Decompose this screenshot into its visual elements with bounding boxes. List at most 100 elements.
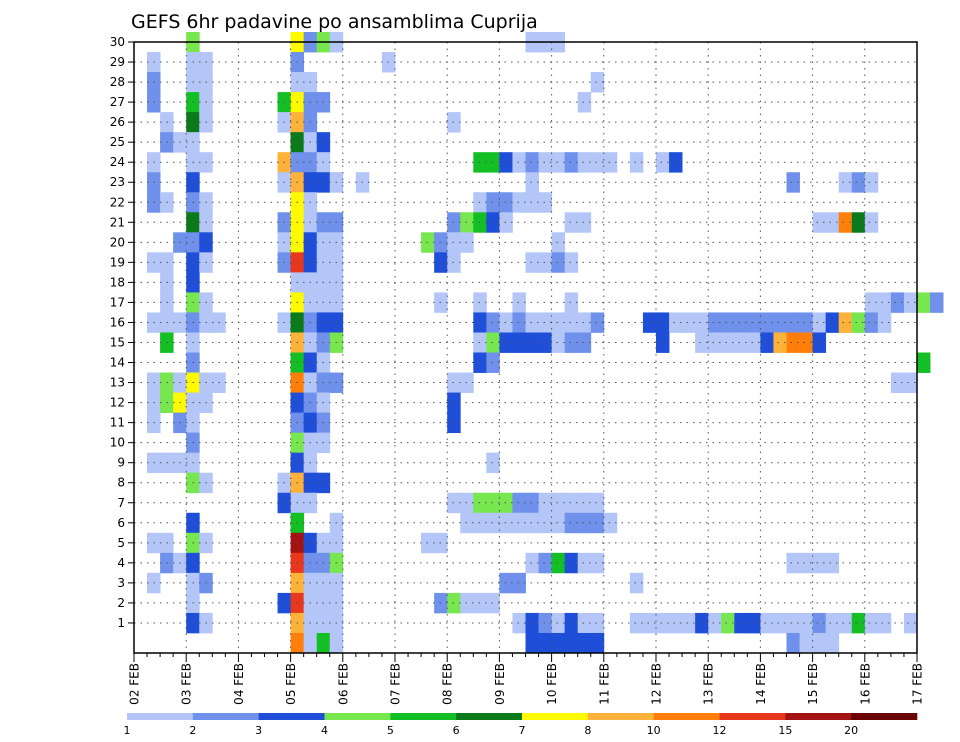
heatmap-cell [486, 332, 500, 353]
heatmap-cell [538, 552, 552, 574]
heatmap-cell [538, 632, 552, 654]
heatmap-cell [499, 152, 513, 173]
heatmap-cell [721, 332, 735, 353]
y-tick-label: 11 [110, 416, 125, 430]
y-tick-label: 28 [110, 75, 125, 89]
heatmap-cell [773, 612, 787, 634]
heatmap-cell [577, 332, 592, 353]
x-tick-label: 08 FEB [441, 663, 455, 705]
heatmap-cell [473, 192, 487, 213]
y-tick-label: 14 [110, 356, 125, 370]
heatmap-cell [864, 292, 879, 313]
heatmap-cell [499, 492, 513, 514]
heatmap-cell [930, 292, 944, 313]
heatmap-cell [877, 292, 892, 313]
y-tick-label: 17 [110, 295, 125, 309]
heatmap-cell [903, 372, 918, 393]
heatmap-cell [838, 172, 853, 193]
heatmap-cell [864, 172, 879, 193]
heatmap-cell [747, 612, 761, 634]
y-tick-label: 29 [110, 55, 125, 69]
heatmap-cell [538, 612, 552, 634]
heatmap-cell [525, 252, 539, 273]
heatmap-cell [812, 212, 827, 233]
heatmap-cell [486, 152, 500, 173]
heatmap-cell [629, 152, 644, 173]
heatmap-cell [695, 312, 709, 333]
colorbar-swatch [390, 713, 457, 720]
colorbar-swatch [324, 713, 391, 720]
heatmap-cell [851, 612, 866, 634]
heatmap-cell [577, 632, 592, 654]
heatmap-cell [734, 312, 748, 333]
colorbar-label: 2 [189, 724, 196, 737]
heatmap-cell [577, 612, 592, 634]
colorbar-label: 8 [584, 724, 591, 737]
heatmap-cell [551, 512, 566, 534]
heatmap-cell [512, 572, 526, 594]
y-tick-label: 23 [110, 175, 125, 189]
x-tick-label: 06 FEB [336, 663, 350, 705]
heatmap-cell [486, 212, 500, 233]
heatmap-cell [551, 332, 566, 353]
heatmap-cell [564, 152, 579, 173]
heatmap-cell [551, 312, 566, 333]
heatmap-cell [656, 332, 670, 353]
heatmap-cell [695, 612, 709, 634]
heatmap-cell [525, 632, 539, 654]
heatmap-cell [760, 312, 774, 333]
y-tick-label: 8 [117, 476, 125, 490]
colorbar-label: 3 [255, 724, 262, 737]
colorbar-swatch [456, 713, 523, 720]
heatmap-cell [525, 552, 539, 574]
x-tick-label: 14 FEB [754, 663, 768, 705]
y-tick-label: 26 [110, 115, 125, 129]
colorbar-swatch [587, 713, 654, 720]
heatmap-cell [812, 632, 827, 654]
heatmap-cell [551, 232, 566, 253]
y-tick-label: 19 [110, 255, 125, 269]
heatmap-cell [290, 632, 305, 654]
heatmap-cell [525, 512, 539, 534]
x-tick-label: 04 FEB [232, 663, 246, 705]
colorbar-label: 7 [519, 724, 526, 737]
heatmap-cell [473, 292, 487, 313]
heatmap-cell [473, 492, 487, 514]
colorbar-label: 15 [778, 724, 792, 737]
colorbar-swatch [192, 713, 259, 720]
y-tick-label: 5 [117, 536, 125, 550]
heatmap-cell [577, 512, 592, 534]
heatmap-cell [473, 332, 487, 353]
heatmap-cell [812, 612, 827, 634]
x-axis: 02 FEB 03 FEB 04 FEB 05 FEB 06 FEB 07 FEB 08 F… [128, 653, 925, 705]
heatmap-cell [786, 172, 800, 193]
heatmap-cell [903, 292, 918, 313]
heatmap-cell [499, 332, 513, 353]
colorbar-label: 12 [713, 724, 727, 737]
heatmap-cell [525, 492, 539, 514]
heatmap-cell [564, 612, 579, 634]
x-tick-label: 10 FEB [545, 663, 559, 705]
colorbar-swatch [258, 713, 325, 720]
heatmap-cell [877, 312, 892, 333]
heatmap-cell [917, 352, 931, 373]
y-tick-label: 20 [110, 235, 125, 249]
grid-lines [134, 41, 917, 653]
heatmap-cell [564, 492, 579, 514]
x-tick-label: 07 FEB [389, 663, 403, 705]
heatmap-cell [486, 192, 500, 213]
colorbar-legend: 1 2 3 4 5 6 7 8 10 12 15 20 [124, 713, 918, 737]
heatmap-cell [721, 312, 735, 333]
heatmap-cell [603, 152, 618, 173]
heatmap-cell [577, 492, 592, 514]
heatmap-cell [486, 592, 500, 614]
heatmap-cell [499, 192, 513, 213]
heatmap-cell [590, 632, 605, 654]
heatmap-cell [551, 152, 566, 173]
heatmap-cell [512, 312, 526, 333]
heatmap-cell [669, 612, 683, 634]
heatmap-cell [656, 312, 670, 333]
y-tick-label: 1 [117, 616, 125, 630]
heatmap-cell [512, 612, 526, 634]
heatmap-cell [642, 312, 657, 333]
